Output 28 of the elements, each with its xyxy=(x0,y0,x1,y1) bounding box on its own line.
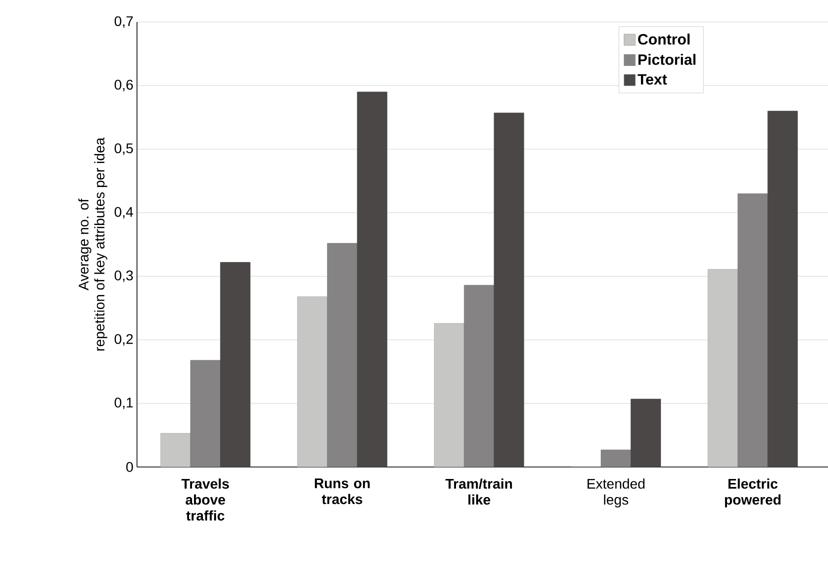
bar xyxy=(327,243,358,467)
bar xyxy=(464,285,494,467)
legend-label: Text xyxy=(638,74,667,85)
bar xyxy=(768,110,798,467)
y-tick-label: 0,5 xyxy=(114,143,133,155)
x-tick-label: Runs on tracks xyxy=(314,478,370,504)
y-tick-label: 0,1 xyxy=(114,398,133,410)
legend-label: Control xyxy=(638,34,690,45)
x-tick-label: Electric powered xyxy=(724,478,781,508)
bar xyxy=(190,360,221,467)
y-tick-label: 0,4 xyxy=(114,206,134,218)
y-tick-label: 0,6 xyxy=(114,80,133,92)
x-tick-label: Travels above traffic xyxy=(182,478,229,521)
y-tick-label: 0,7 xyxy=(114,16,133,28)
bar xyxy=(738,193,768,467)
bar xyxy=(160,433,191,467)
y-tick-label: 0,2 xyxy=(114,334,133,346)
y-axis-title: Average no. of repetition of key attributes per idea xyxy=(78,138,108,351)
legend-label: Pictorial xyxy=(638,54,696,65)
bar xyxy=(630,398,661,467)
bar xyxy=(357,92,388,467)
bar xyxy=(494,112,524,467)
y-tick-label: 0,3 xyxy=(114,270,133,282)
x-tick-label: Extended legs xyxy=(588,478,644,508)
x-tick-label: Tram/train like xyxy=(446,478,512,505)
y-tick-label: 0 xyxy=(126,462,133,472)
bar xyxy=(600,450,632,467)
bar xyxy=(220,262,250,467)
